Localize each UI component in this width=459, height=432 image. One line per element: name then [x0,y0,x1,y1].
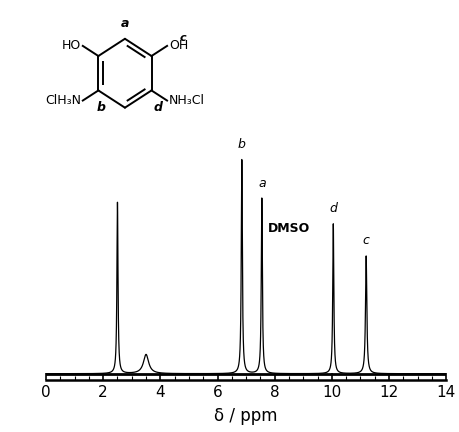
Text: DMSO: DMSO [267,222,309,235]
Text: b: b [237,138,245,151]
X-axis label: δ / ppm: δ / ppm [214,407,277,425]
Text: c: c [179,33,186,43]
Text: OH: OH [168,39,188,52]
Text: d: d [153,101,162,114]
Text: a: a [257,177,265,190]
Text: ClH₃N: ClH₃N [45,94,81,107]
Text: d: d [329,202,336,215]
Text: HO: HO [62,39,81,52]
Text: NH₃Cl: NH₃Cl [168,94,204,107]
Text: c: c [362,235,369,248]
Text: a: a [120,17,129,31]
Text: b: b [97,101,106,114]
